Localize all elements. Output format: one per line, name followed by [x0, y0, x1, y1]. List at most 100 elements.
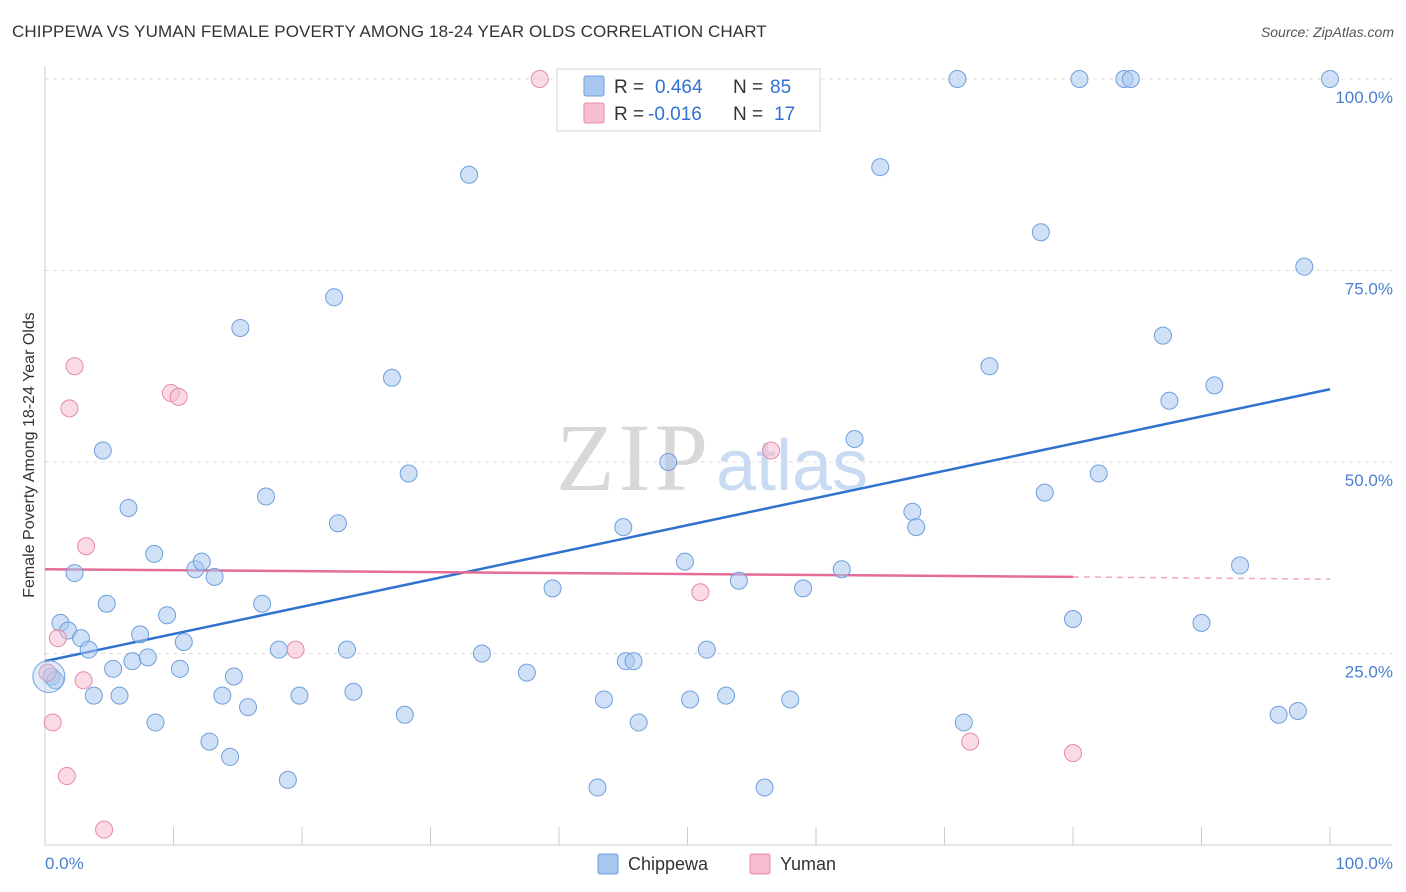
- point-chippewa-58: [755, 778, 774, 797]
- x-tick-label-max: 100.0%: [1335, 854, 1393, 873]
- legend-r-value-yuman: -0.016: [648, 104, 702, 125]
- point-chippewa-23: [200, 732, 219, 751]
- point-chippewa-52: [659, 453, 678, 471]
- point-yuman-3: [57, 767, 76, 786]
- point-chippewa-41: [399, 464, 418, 483]
- point-chippewa-15: [138, 648, 157, 667]
- point-chippewa-73: [1089, 464, 1108, 483]
- point-yuman-1: [43, 713, 62, 732]
- bottom-legend-swatch-chippewa: [597, 853, 619, 875]
- point-chippewa-54: [681, 690, 700, 709]
- point-chippewa-67: [954, 713, 973, 732]
- point-yuman-8: [95, 820, 114, 839]
- point-yuman-10: [169, 387, 188, 406]
- point-chippewa-64: [903, 502, 922, 521]
- point-chippewa-31: [257, 487, 276, 506]
- point-chippewa-7: [84, 686, 103, 705]
- point-chippewa-4: [65, 564, 84, 583]
- point-chippewa-cluster: [32, 659, 66, 693]
- point-chippewa-60: [794, 579, 813, 598]
- chart-title: CHIPPEWA VS YUMAN FEMALE POVERTY AMONG 1…: [12, 22, 767, 41]
- point-yuman-15: [961, 732, 980, 751]
- point-chippewa-25: [213, 686, 232, 705]
- point-chippewa-37: [337, 640, 356, 659]
- point-chippewa-17: [146, 713, 165, 732]
- point-chippewa-70: [1035, 483, 1054, 502]
- tick-labels: 25.0% 50.0% 75.0% 100.0% 0.0% 100.0%: [45, 88, 1393, 873]
- bottom-legend-label-chippewa: Chippewa: [628, 854, 709, 874]
- point-chippewa-28: [231, 318, 250, 337]
- point-chippewa-62: [845, 430, 864, 449]
- point-chippewa-10: [104, 659, 123, 678]
- point-chippewa-48: [614, 518, 633, 537]
- legend-n-label: N =: [733, 77, 763, 98]
- x-tick-label-min: 0.0%: [45, 854, 84, 873]
- point-yuman-2: [48, 629, 67, 648]
- watermark-atlas: atlas: [716, 426, 868, 506]
- chart-source: Source: ZipAtlas.com: [1260, 24, 1394, 40]
- point-chippewa-84: [1321, 70, 1339, 88]
- legend: R = 0.464 N = 85 R = -0.016 N = 17: [556, 68, 821, 132]
- watermark: ZIP atlas: [556, 404, 868, 511]
- point-chippewa-82: [1288, 701, 1307, 720]
- point-chippewa-79: [1205, 376, 1224, 395]
- point-yuman-0: [38, 663, 57, 682]
- point-chippewa-26: [221, 747, 240, 766]
- trend-line-chippewa: [44, 388, 1331, 663]
- point-yuman-7: [77, 537, 96, 556]
- point-chippewa-72: [1070, 70, 1089, 88]
- point-chippewa-33: [278, 770, 297, 789]
- y-tick-label-100: 100.0%: [1335, 88, 1393, 107]
- gridlines: [45, 78, 1392, 654]
- point-chippewa-55: [697, 640, 716, 659]
- point-chippewa-66: [948, 70, 967, 88]
- point-chippewa-32: [269, 640, 288, 659]
- point-chippewa-51: [629, 713, 648, 732]
- point-chippewa-68: [980, 357, 999, 376]
- series-yuman: [38, 70, 1082, 839]
- point-chippewa-46: [588, 778, 607, 797]
- point-chippewa-34: [290, 686, 309, 705]
- legend-n-value-chippewa: 85: [770, 77, 791, 98]
- point-chippewa-40: [395, 705, 414, 724]
- point-yuman-14: [762, 441, 781, 460]
- point-chippewa-50: [624, 652, 643, 671]
- trend-line-extension-yuman: [1072, 576, 1331, 580]
- point-chippewa-14: [131, 625, 150, 644]
- point-chippewa-56: [717, 686, 736, 705]
- y-tick-label-75: 75.0%: [1345, 280, 1393, 299]
- point-chippewa-16: [145, 544, 164, 563]
- legend-n-label: N =: [733, 104, 763, 125]
- point-chippewa-53: [675, 552, 694, 571]
- point-chippewa-59: [781, 690, 800, 709]
- legend-r-value-chippewa: 0.464: [655, 77, 703, 98]
- point-chippewa-11: [110, 686, 129, 705]
- y-tick-label-50: 50.0%: [1345, 471, 1393, 490]
- point-chippewa-80: [1231, 556, 1250, 575]
- legend-n-value-yuman: 17: [774, 104, 795, 125]
- point-chippewa-18: [158, 606, 177, 625]
- point-chippewa-77: [1160, 391, 1179, 410]
- point-chippewa-12: [119, 498, 138, 517]
- axes: [44, 66, 1392, 846]
- point-yuman-13: [691, 583, 710, 602]
- point-chippewa-36: [328, 514, 347, 533]
- legend-swatch-yuman: [583, 102, 605, 124]
- bottom-legend: Chippewa Yuman: [597, 853, 836, 875]
- point-yuman-11: [286, 640, 305, 659]
- legend-r-label: R =: [614, 104, 644, 125]
- point-chippewa-9: [97, 594, 116, 613]
- point-chippewa-35: [325, 288, 344, 307]
- point-chippewa-39: [382, 368, 401, 387]
- point-chippewa-30: [253, 594, 272, 613]
- point-chippewa-19: [170, 659, 189, 678]
- point-chippewa-24: [205, 567, 224, 586]
- point-chippewa-6: [79, 640, 98, 659]
- point-yuman-12: [530, 70, 549, 88]
- point-chippewa-13: [123, 652, 142, 671]
- point-chippewa-27: [224, 667, 243, 686]
- point-chippewa-75: [1121, 70, 1140, 88]
- point-chippewa-63: [871, 158, 890, 177]
- point-chippewa-8: [93, 441, 112, 460]
- point-chippewa-44: [517, 663, 536, 682]
